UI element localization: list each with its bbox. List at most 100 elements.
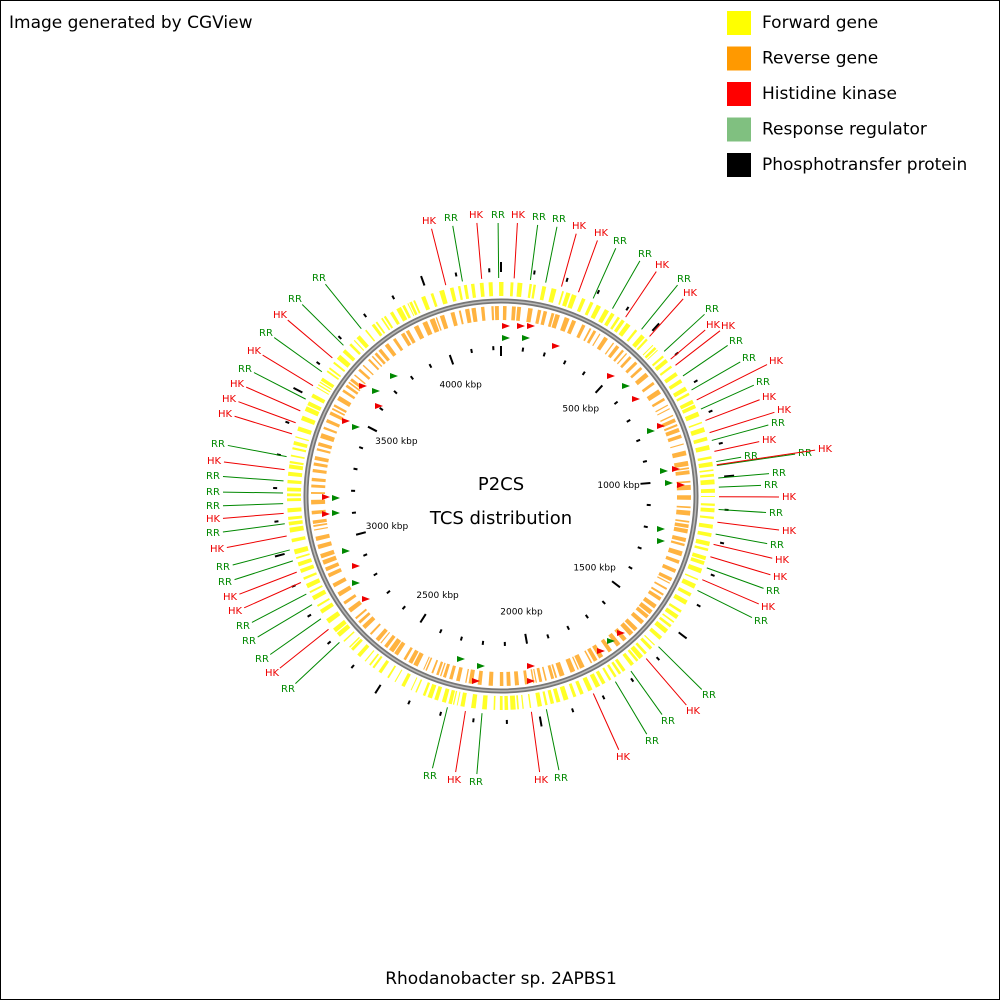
backbone [303,298,699,694]
feature-label: HK [572,221,587,232]
tcs-marker [375,403,383,409]
leader-line [226,535,287,549]
inner-tick [566,625,570,631]
feature-label: HK [616,752,631,763]
feature-label: HK [686,706,701,717]
feature-label: RR [645,736,659,747]
outer-tick [724,474,735,478]
leader-line [431,228,447,286]
inner-tick [642,460,648,463]
outer-tick [307,613,312,618]
leader-line [649,298,684,337]
feature-label: RR [613,236,627,247]
feature-label: HK [273,310,288,321]
outer-tick [533,270,536,275]
feature-label: HK [594,228,609,239]
leader-line [476,222,483,279]
leader-line [716,456,742,463]
tcs-marker [359,383,367,389]
legend-label: Forward gene [762,13,878,33]
tcs-marker [647,428,655,434]
tcs-marker [457,656,465,662]
leader-line [561,233,577,287]
tcs-marker [607,638,615,644]
inner-tick [637,546,642,550]
feature-label: RR [661,716,675,727]
legend-label: Response regulator [762,120,927,140]
scale-label: 3000 kbp [366,522,409,532]
inner-tick [393,390,398,395]
outer-tick [710,573,715,577]
feature-label: HK [223,592,238,603]
tcs-marker [665,480,673,486]
leader-line [717,521,780,531]
feature-label: RR [798,448,812,459]
leader-line [222,476,284,482]
leader-line [251,593,307,623]
tcs-marker [672,466,680,472]
leader-line [246,386,301,412]
outer-tick [596,289,601,295]
leader-line [262,354,314,387]
feature-label: RR [255,654,269,665]
outer-tick [285,420,290,424]
leader-line [497,222,500,279]
scale-label: 1000 kbp [597,481,640,491]
header: Image generated by CGView [9,13,253,33]
tcs-marker [677,482,685,488]
outer-tick [363,313,368,318]
inner-tick [524,633,529,644]
feature-label: RR [211,439,225,450]
feature-label: RR [444,213,458,224]
footer: Rhodanobacter sp. 2APBS1 [385,969,617,989]
feature-label: HK [762,392,777,403]
inner-tick [635,438,641,443]
leader-line [253,372,306,400]
outer-tick [719,541,725,545]
feature-label: HK [210,544,225,555]
tcs-marker [607,373,615,379]
feature-label: RR [764,480,778,491]
inner-tick [640,481,651,485]
leader-line [287,319,333,359]
feature-label: HK [655,260,670,271]
leader-line [295,642,340,684]
inner-tick [355,531,367,536]
tcs-marker [632,396,640,402]
backbone-inner [305,300,697,692]
leader-line [279,628,329,669]
feature-label: RR [770,540,784,551]
tcs-marker [372,388,380,394]
forward-gene-ring [287,282,715,710]
feature-label: HK [207,456,222,467]
leader-line [691,361,741,391]
feature-label: RR [771,418,785,429]
tcs-marker [352,424,360,430]
leader-line [476,713,483,775]
feature-label: RR [729,336,743,347]
leader-line [670,329,706,360]
scale-label: 1500 kbp [573,563,616,573]
leader-line [257,604,313,638]
leader-line [227,444,287,458]
feature-label: RR [423,771,437,782]
leader-line [630,670,663,715]
leader-line [234,415,293,435]
center-subtitle: TCS distribution [429,508,572,529]
feature-label: RR [705,304,719,315]
inner-tick [584,614,589,619]
legend-swatch [727,11,751,35]
outer-tick [439,711,443,716]
outer-tick [601,695,606,700]
leader-line [222,512,284,519]
feature-label: HK [469,210,484,221]
leader-line [223,461,285,471]
feature-label: RR [206,528,220,539]
feature-label: RR [288,294,302,305]
leader-line [658,646,703,690]
feature-label: RR [242,636,256,647]
feature-label: RR [554,773,568,784]
outer-tick [696,603,701,608]
outer-tick [678,631,688,640]
